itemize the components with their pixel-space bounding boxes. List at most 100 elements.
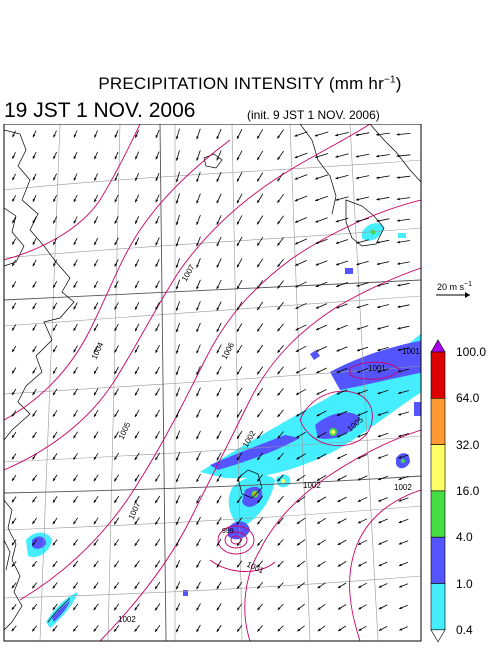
wind-arrow-head [196, 221, 199, 225]
wind-arrow-head [317, 521, 321, 524]
wind-arrow-head [134, 521, 138, 525]
wind-arrow-head [257, 585, 261, 589]
wind-arrow-head [155, 607, 158, 611]
wind-arrow-head [295, 284, 299, 288]
coast-kamchatka [369, 124, 421, 183]
wind-arrow-head [134, 628, 138, 632]
wind-arrow-head [32, 606, 35, 610]
wind-arrow-head [11, 585, 15, 589]
isobar-line [4, 124, 141, 261]
wind-arrow-head [335, 176, 339, 180]
wind-arrow-head [277, 178, 280, 182]
wind-arrow-head [216, 521, 220, 525]
wind-arrow-head [114, 220, 118, 224]
wind-arrow-head [336, 392, 340, 395]
wind-arrow-head [337, 499, 341, 502]
wind-arrow-head [377, 413, 381, 416]
wind-arrow-head [155, 414, 158, 418]
wind-arrow-head [114, 349, 117, 353]
wind-arrow-head [216, 178, 220, 182]
wind-arrow-head [114, 177, 118, 181]
pressure-label: 1004 [90, 340, 106, 360]
wind-arrow-head [216, 157, 220, 161]
wind-arrow-head [176, 479, 179, 483]
title-exponent: −1 [383, 74, 396, 86]
grid-parallel [4, 227, 421, 259]
wind-arrow-head [176, 436, 179, 440]
wind-arrow-head [397, 283, 401, 287]
wind-arrow-head [176, 457, 179, 461]
wind-arrow-head [32, 327, 36, 331]
wind-scale-text: 20 m s [437, 282, 465, 292]
coast-taiwan [4, 539, 11, 571]
wind-arrow-head [337, 585, 341, 588]
wind-arrow-head [73, 177, 77, 181]
wind-arrow-head [114, 542, 117, 546]
wind-arrow-head [12, 392, 15, 395]
wind-arrow-head [216, 264, 220, 268]
wind-arrow-head [277, 457, 281, 460]
wind-arrow-head [297, 585, 301, 589]
wind-arrow-head [237, 350, 240, 354]
wind-arrow-head [295, 349, 299, 352]
colorbar-level-label: 4.0 [456, 530, 473, 544]
wind-arrow-head [216, 307, 220, 311]
wind-arrow-head [257, 457, 260, 461]
colorbar-level-label: 64.0 [456, 391, 480, 405]
wind-arrow-head [237, 478, 240, 482]
wind-arrow-head [396, 154, 400, 158]
wind-arrow-head [396, 133, 400, 136]
wind-arrow-head [53, 284, 56, 288]
wind-arrow-head [196, 521, 199, 525]
wind-arrow-head [52, 585, 56, 589]
title-close: ) [395, 74, 402, 93]
wind-arrow-head [358, 585, 362, 588]
wind-arrow-head [237, 543, 240, 546]
wind-arrow-head [315, 284, 319, 287]
wind-arrow-head [294, 177, 298, 180]
wind-arrow-head [155, 177, 159, 181]
wind-arrow-head [93, 456, 97, 460]
wind-arrow-head [114, 134, 118, 138]
wind-arrow-head [176, 414, 179, 418]
wind-arrow-head [335, 241, 339, 244]
wind-arrow-head [94, 156, 97, 160]
wind-arrow-head [237, 371, 240, 375]
wind-arrow-head [135, 392, 138, 396]
wind-arrow-head [216, 200, 220, 204]
isobar-line [299, 390, 373, 447]
wind-arrow-head [377, 391, 381, 395]
pressure-label: 1002 [303, 481, 321, 490]
wind-arrow-head [216, 286, 220, 289]
wind-arrow-head [277, 135, 280, 139]
wind-arrow-head [316, 478, 320, 481]
wind-arrow-head [32, 499, 35, 503]
wind-arrow-head [155, 285, 158, 289]
isobar-line [209, 559, 276, 572]
wind-arrow-head [377, 434, 381, 438]
wind-arrow-head [73, 306, 77, 310]
wind-arrow-head [11, 628, 15, 632]
wind-arrow-head [216, 500, 220, 504]
wind-arrow-head [32, 155, 36, 159]
colorbar-segment [430, 444, 446, 492]
wind-arrow-head [52, 542, 56, 546]
wind-arrow-head [12, 370, 15, 374]
wind-arrow-head [216, 136, 220, 139]
wind-arrow-head [155, 135, 159, 138]
wind-arrow-head [317, 499, 320, 503]
rain-cell-ne-green [370, 229, 376, 235]
wind-arrow-head [94, 392, 97, 396]
wind-arrow-head [176, 372, 179, 375]
wind-arrow-head [237, 307, 240, 311]
wind-arrow-head [73, 542, 76, 546]
wind-arrow-head [296, 521, 300, 524]
wind-arrow-head [155, 156, 159, 160]
isobar-line [19, 199, 421, 601]
wind-arrow-head [176, 157, 179, 161]
wind-arrow-head [155, 629, 158, 632]
wind-arrow-head [134, 585, 138, 589]
wind-arrow-head [356, 305, 360, 309]
wind-arrow-head [376, 241, 380, 244]
wind-arrow-head [53, 263, 56, 267]
